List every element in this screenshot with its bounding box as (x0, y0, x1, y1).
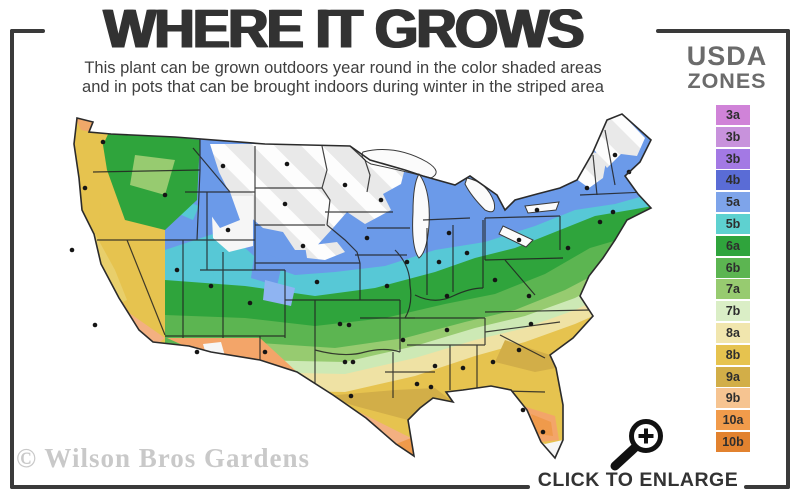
subtitle-line-2: and in pots that can be brought indoors … (82, 78, 604, 96)
frame-bottom-left-segment (10, 485, 530, 489)
zone-shading (74, 114, 651, 458)
usda-zone-legend: 3a 3b 3b 4b 5a 5b 6a 6b 7a 7b 8a 8b 9a 9b 10a 10b (716, 105, 750, 454)
legend-zone-chip: 5a (716, 192, 750, 213)
legend-zone-chip: 5b (716, 213, 750, 234)
subtitle: This plant can be grown outdoors year ro… (45, 59, 641, 97)
city-dots (69, 139, 632, 435)
frame-left-border (10, 29, 14, 489)
legend-zone-label: 7b (725, 304, 741, 319)
legend-title-usda: USDA (686, 41, 768, 71)
legend-zone-chip: 8a (716, 322, 750, 343)
frame-right-border (786, 29, 790, 489)
legend-zone-label: 5b (725, 216, 741, 231)
legend-zone-label: 9b (725, 391, 741, 406)
frame-top-right-segment (656, 29, 790, 33)
legend-zone-chip: 6b (716, 257, 750, 278)
legend-zone-label: 3b (725, 151, 741, 166)
us-map-graphic (69, 113, 652, 459)
watermark: © Wilson Bros Gardens (16, 443, 310, 473)
legend-zone-chip: 8b (716, 344, 750, 365)
legend-zone-chip: 6a (716, 235, 750, 256)
legend-zone-label: 10a (722, 413, 744, 428)
legend-zone-chip: 4b (716, 170, 750, 191)
legend-title: USDA ZONES (668, 42, 786, 92)
legend-zone-chip: 9a (716, 366, 750, 387)
legend-zone-label: 4b (725, 173, 741, 188)
legend-title-zones: ZONES (687, 69, 767, 93)
legend-zone-chip: 10b (716, 431, 750, 452)
hardiness-zone-map[interactable] (15, 100, 665, 485)
subtitle-line-1: This plant can be grown outdoors year ro… (84, 59, 602, 77)
magnifier-zoom-icon[interactable] (604, 408, 670, 479)
legend-zone-label: 3b (725, 129, 741, 144)
click-to-enlarge-label[interactable]: CLICK TO ENLARGE (537, 469, 739, 491)
legend-zone-chip: 3b (716, 126, 750, 147)
legend-zone-chip: 9b (716, 388, 750, 409)
legend-zone-chip: 3b (716, 148, 750, 169)
legend-zone-chip: 7a (716, 279, 750, 300)
legend-zone-label: 7a (726, 282, 740, 297)
legend-zone-label: 3a (726, 108, 740, 122)
frame-bottom-right-segment (744, 485, 790, 489)
legend-zone-chip: 3a (716, 105, 750, 125)
legend-zone-label: 10b (722, 434, 744, 449)
legend-zone-label: 8b (725, 347, 741, 362)
legend-zone-chip: 10a (716, 410, 750, 431)
legend-zone-label: 8a (726, 325, 740, 340)
great-lakes (361, 149, 560, 259)
legend-zone-label: 9a (726, 369, 740, 384)
legend-zone-label: 6b (725, 260, 741, 275)
legend-zone-chip: 7b (716, 301, 750, 322)
legend-zone-label: 5a (726, 195, 740, 210)
page-title: WHERE IT GROWS (103, 0, 584, 60)
legend-zone-label: 6a (726, 238, 740, 253)
frame-top-left-dash (10, 29, 45, 33)
